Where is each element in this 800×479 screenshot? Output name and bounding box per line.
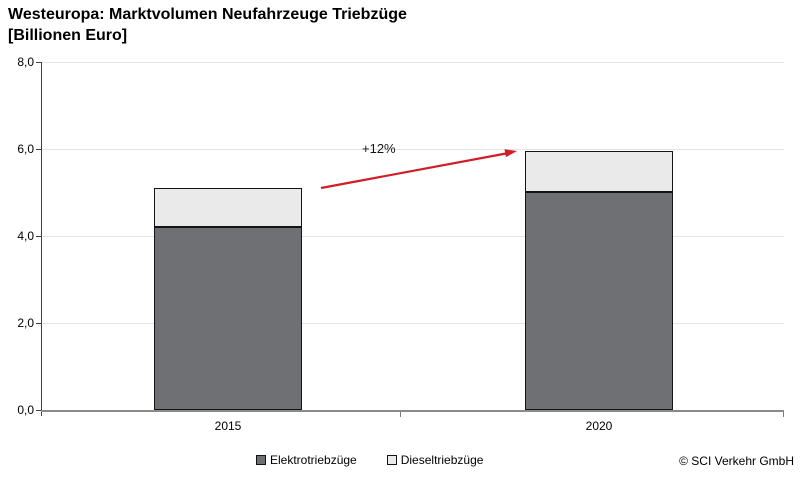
x-axis-line — [41, 410, 784, 412]
chart-title-line2: [Billionen Euro] — [8, 27, 128, 44]
legend-label-diesel: Dieseltriebzüge — [400, 453, 484, 467]
y-axis-tick-8 — [36, 62, 41, 63]
y-axis-label-6: 6,0 — [17, 142, 34, 156]
x-axis-tick-middle — [400, 412, 401, 417]
y-axis-tick-0 — [36, 410, 41, 411]
x-axis-tick-right — [783, 412, 784, 417]
x-axis-label-2020: 2020 — [585, 419, 613, 433]
gridline-6 — [42, 149, 784, 150]
growth-annotation: +12% — [362, 141, 396, 156]
bar-2020-segment-elektrotriebzuege — [525, 192, 673, 410]
y-axis-tick-4 — [36, 236, 41, 237]
x-axis-label-2015: 2015 — [214, 419, 242, 433]
bar-2020 — [525, 151, 673, 410]
gridline-4 — [42, 236, 784, 237]
gridline-8 — [42, 62, 784, 63]
bar-2020-segment-dieseltriebzuege — [525, 151, 673, 192]
bar-2015-segment-dieseltriebzuege — [154, 188, 302, 227]
chart-legend: Elektrotriebzüge Dieseltriebzüge — [256, 453, 483, 467]
legend-item-dieseltriebzuege: Dieseltriebzüge — [386, 453, 484, 467]
bar-2015 — [154, 188, 302, 410]
y-axis-tick-6 — [36, 149, 41, 150]
chart-title: Westeuropa: Marktvolumen Neufahrzeuge Tr… — [8, 4, 407, 46]
copyright-notice: © SCI Verkehr GmbH — [679, 454, 794, 468]
legend-swatch-elektro-icon — [256, 455, 266, 465]
y-axis-label-0: 0,0 — [17, 403, 34, 417]
y-axis-label-4: 4,0 — [17, 229, 34, 243]
y-axis-line — [41, 62, 42, 416]
legend-swatch-diesel-icon — [386, 455, 397, 465]
gridline-2 — [42, 323, 784, 324]
bar-2015-segment-elektrotriebzuege — [154, 227, 302, 410]
y-axis-tick-2 — [36, 323, 41, 324]
chart-title-line1: Westeuropa: Marktvolumen Neufahrzeuge Tr… — [8, 6, 407, 23]
legend-item-elektrotriebzuege: Elektrotriebzüge — [256, 453, 357, 467]
y-axis-label-8: 8,0 — [17, 55, 34, 69]
y-axis-label-2: 2,0 — [17, 316, 34, 330]
legend-label-elektro: Elektrotriebzüge — [270, 453, 357, 467]
